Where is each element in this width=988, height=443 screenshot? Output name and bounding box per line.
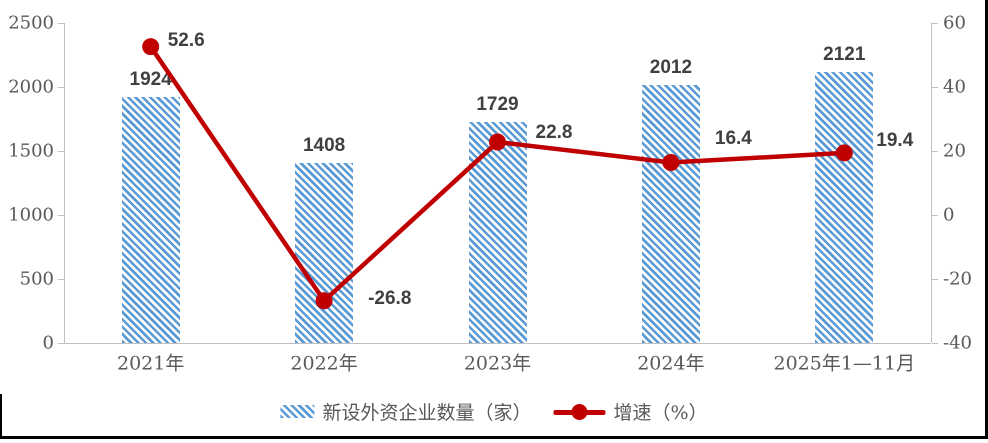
line-value-label: 16.4 — [714, 127, 752, 149]
right-axis-tick — [932, 279, 938, 280]
line-marker — [662, 154, 680, 172]
left-axis-tick-label: 2000 — [8, 76, 54, 98]
frame-border-left — [0, 394, 2, 438]
left-axis-tick — [58, 279, 64, 280]
right-axis-tick-label: -40 — [943, 332, 972, 354]
x-axis-category-label: 2025年1—11月 — [773, 352, 916, 375]
line-value-label: 52.6 — [167, 29, 205, 51]
bar-value-label: 2012 — [649, 57, 693, 79]
line-series — [142, 38, 853, 310]
line-marker — [315, 292, 333, 310]
growth-line — [148, 44, 847, 304]
bar-value-label: 2121 — [823, 43, 866, 65]
left-axis-tick — [58, 343, 64, 344]
right-y-axis-line — [931, 23, 932, 343]
right-axis-tick — [932, 343, 938, 344]
line-value-label: 19.4 — [876, 129, 914, 151]
right-axis-tick-label: 60 — [943, 12, 966, 34]
bar-series-legend-label: 新设外资企业数量（家） — [322, 402, 532, 424]
left-axis-tick — [58, 215, 64, 216]
x-axis-category-label: 2024年 — [637, 352, 705, 375]
line-marker — [489, 133, 506, 151]
left-axis-tick-label: 500 — [19, 268, 54, 290]
x-axis-category-label: 2022年 — [290, 352, 358, 375]
line-marker — [142, 38, 160, 56]
left-axis-tick-label: 1000 — [8, 204, 54, 226]
x-axis-line — [64, 343, 931, 344]
left-axis-tick — [58, 151, 64, 152]
frame-border-right — [985, 0, 988, 438]
left-axis-tick-label: 1500 — [8, 140, 54, 162]
bar — [815, 71, 874, 343]
bar-value-label: 1408 — [302, 134, 346, 156]
left-axis-tick — [58, 87, 64, 88]
right-axis-tick-label: 20 — [943, 140, 966, 162]
bar-value-label: 1729 — [476, 93, 519, 115]
bar — [121, 96, 180, 343]
right-axis-tick — [932, 151, 938, 152]
line-value-label: 22.8 — [535, 122, 573, 144]
line-swatch-marker — [571, 403, 588, 420]
right-axis-tick — [932, 87, 938, 88]
left-axis-tick-label: 0 — [42, 332, 54, 354]
x-axis-category-label: 2021年 — [117, 352, 185, 375]
left-axis-tick-label: 2500 — [8, 12, 54, 34]
bar — [295, 162, 354, 343]
line-series-swatch — [553, 403, 606, 420]
right-axis-tick-label: 40 — [943, 76, 966, 98]
line-marker — [835, 144, 853, 162]
line-series-legend-label: 增速（%） — [613, 402, 708, 424]
right-axis-tick-label: -20 — [943, 268, 972, 290]
bar — [641, 85, 700, 343]
right-axis-tick — [932, 215, 938, 216]
right-axis-tick — [932, 23, 938, 24]
left-y-axis-line — [64, 23, 65, 343]
frame-border-bottom — [0, 436, 988, 439]
bar-series-swatch — [280, 405, 315, 418]
line-value-label: -26.8 — [368, 287, 412, 309]
bar-value-label: 1924 — [129, 68, 172, 90]
left-axis-tick — [58, 23, 64, 24]
chart-legend: 新设外资企业数量（家） 增速（%） — [280, 398, 708, 425]
x-axis-category-label: 2023年 — [463, 352, 532, 375]
right-axis-tick-label: 0 — [943, 204, 955, 226]
